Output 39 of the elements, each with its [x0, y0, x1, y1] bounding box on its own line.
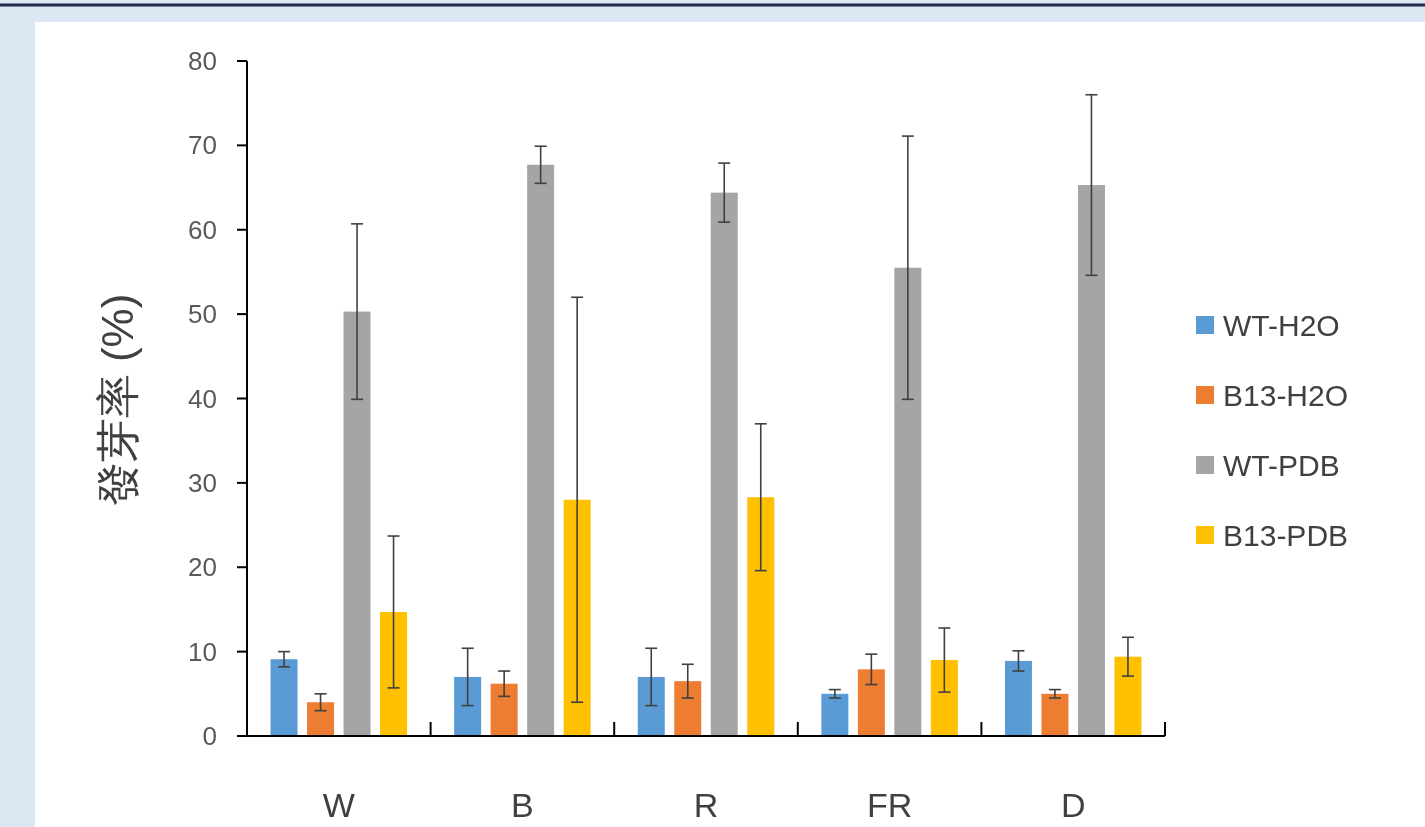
x-tick-label: W — [322, 786, 355, 824]
y-tick-label: 70 — [188, 130, 217, 161]
x-tick-label: D — [1060, 786, 1086, 824]
y-tick-label: 40 — [188, 383, 217, 414]
bar — [710, 192, 738, 736]
bar — [637, 676, 665, 736]
bar — [563, 499, 591, 736]
legend-label: WT-H2O — [1223, 309, 1340, 342]
y-tick-label: 50 — [188, 299, 217, 330]
bar — [1004, 660, 1032, 736]
bar — [1041, 693, 1069, 736]
bar — [307, 702, 335, 736]
y-tick-label: 80 — [188, 46, 217, 76]
bar — [1114, 656, 1142, 736]
bar — [380, 611, 408, 736]
legend-label: B13-PDB — [1223, 519, 1349, 552]
bar — [454, 676, 482, 736]
y-tick-label: 30 — [188, 467, 217, 498]
x-tick-label: B — [511, 786, 534, 824]
legend-label: B13-H2O — [1223, 379, 1349, 412]
bar — [270, 659, 298, 736]
bar — [343, 311, 371, 736]
y-tick-label: 60 — [188, 214, 217, 245]
x-tick-label: FR — [866, 786, 913, 824]
y-axis-title: 發芽率 (%) — [93, 293, 142, 507]
bar — [490, 683, 518, 736]
bar — [857, 669, 885, 736]
bar — [674, 681, 702, 736]
bar — [1077, 185, 1105, 736]
y-tick-label: 0 — [202, 721, 217, 751]
bar — [527, 164, 555, 736]
bar — [747, 497, 775, 736]
y-tick-label: 10 — [188, 636, 217, 667]
legend-label: WT-PDB — [1223, 449, 1340, 482]
x-tick-label: R — [693, 786, 719, 824]
bar — [821, 693, 849, 736]
bar — [930, 660, 958, 736]
bar — [894, 267, 922, 736]
y-tick-label: 20 — [188, 552, 217, 583]
